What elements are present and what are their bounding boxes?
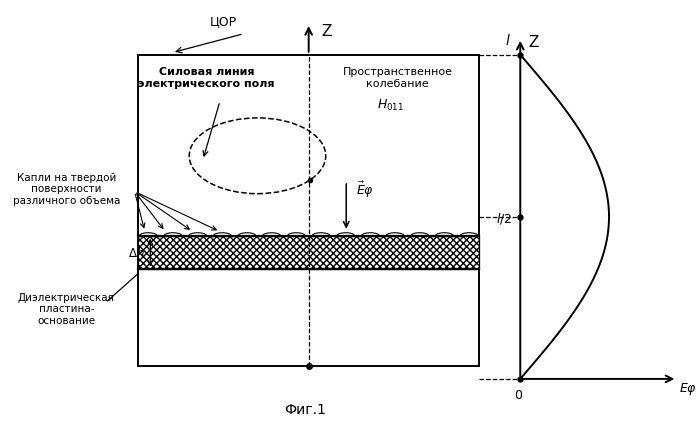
- Text: $H_{011}$: $H_{011}$: [377, 98, 404, 113]
- Text: Диэлектрическая
пластина-
основание: Диэлектрическая пластина- основание: [18, 293, 115, 326]
- Text: Z: Z: [321, 24, 331, 39]
- Text: Z: Z: [528, 35, 539, 50]
- Text: Капли на твердой
поверхности
различного объема: Капли на твердой поверхности различного …: [13, 173, 120, 206]
- Text: $l$: $l$: [505, 33, 511, 48]
- Text: $\vec{E}\varphi$: $\vec{E}\varphi$: [356, 179, 375, 200]
- Text: $E\varphi$: $E\varphi$: [679, 381, 698, 397]
- Text: 0: 0: [514, 389, 522, 402]
- Text: Фиг.1: Фиг.1: [284, 403, 326, 418]
- Text: Пространственное
колебание: Пространственное колебание: [343, 67, 452, 89]
- Text: $\Delta h$: $\Delta h$: [128, 245, 145, 260]
- Text: Силовая линия
электрического поля: Силовая линия электрического поля: [138, 67, 275, 89]
- Text: ЦОР: ЦОР: [210, 15, 237, 27]
- Text: $l/2$: $l/2$: [496, 211, 512, 226]
- Polygon shape: [138, 236, 480, 269]
